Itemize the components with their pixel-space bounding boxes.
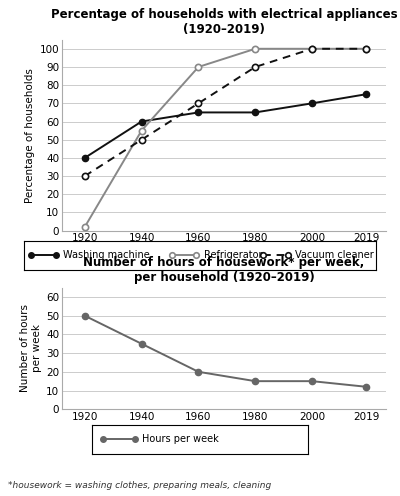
Text: Hours per week: Hours per week (142, 434, 218, 444)
Title: Number of hours of housework* per week,
per household (1920–2019): Number of hours of housework* per week, … (83, 256, 365, 284)
Text: Refrigerator: Refrigerator (204, 250, 262, 260)
Title: Percentage of households with electrical appliances
(1920–2019): Percentage of households with electrical… (51, 8, 397, 36)
Text: Vacuum cleaner: Vacuum cleaner (295, 250, 374, 260)
X-axis label: Year: Year (210, 426, 238, 439)
Y-axis label: Number of hours
per week: Number of hours per week (20, 305, 42, 392)
Text: *housework = washing clothes, preparing meals, cleaning: *housework = washing clothes, preparing … (8, 481, 271, 490)
Text: Washing machine: Washing machine (63, 250, 150, 260)
Y-axis label: Percentage of households: Percentage of households (26, 68, 36, 202)
X-axis label: Year: Year (210, 248, 238, 260)
